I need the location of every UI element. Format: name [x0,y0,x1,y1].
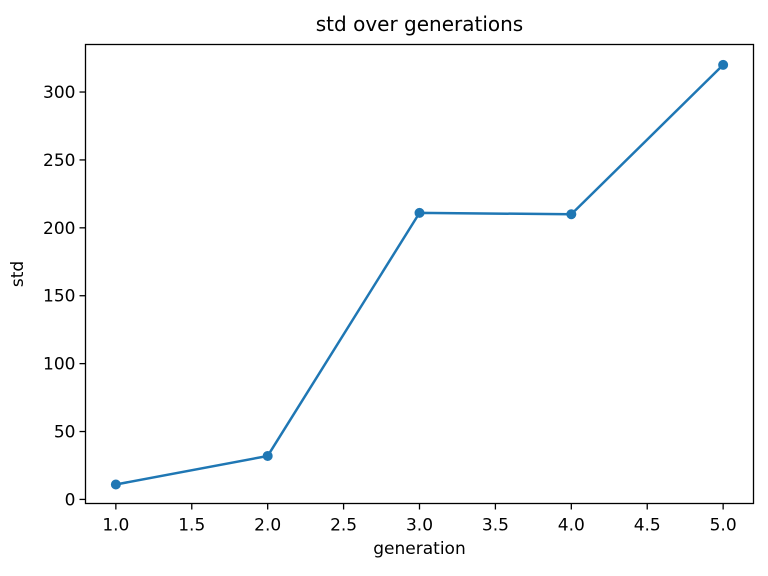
x-tick-label: 3.5 [482,516,509,536]
y-tick-label: 250 [43,151,75,171]
x-tick-label: 4.5 [634,516,661,536]
data-point-marker [414,207,425,218]
y-tick-label: 50 [54,423,76,443]
chart-title: std over generations [316,12,523,36]
data-point-marker [566,209,577,220]
data-point-marker [262,450,273,461]
x-tick-label: 1.0 [102,516,129,536]
y-axis-label: std [8,261,28,287]
y-tick-label: 0 [65,490,76,510]
data-series [110,59,729,490]
x-tick-label: 2.5 [330,516,357,536]
x-tick-label: 4.0 [558,516,585,536]
y-tick-label: 200 [43,219,75,239]
x-axis-ticks: 1.0 1.5 2.0 2.5 3.0 3.5 4.0 4.5 5.0 [102,503,737,536]
series-line [114,63,725,486]
x-tick-label: 2.0 [254,516,281,536]
x-axis-label: generation [373,539,465,559]
y-tick-label: 300 [43,83,75,103]
data-point-marker [110,479,121,490]
data-point-marker [718,59,729,70]
x-tick-label: 3.0 [406,516,433,536]
plot-area-border [84,43,755,505]
x-tick-label: 1.5 [178,516,205,536]
y-tick-label: 100 [43,355,75,375]
x-tick-label: 5.0 [710,516,737,536]
y-tick-label: 150 [43,287,75,307]
y-axis-ticks: 0 50 100 150 200 250 300 [43,83,86,510]
